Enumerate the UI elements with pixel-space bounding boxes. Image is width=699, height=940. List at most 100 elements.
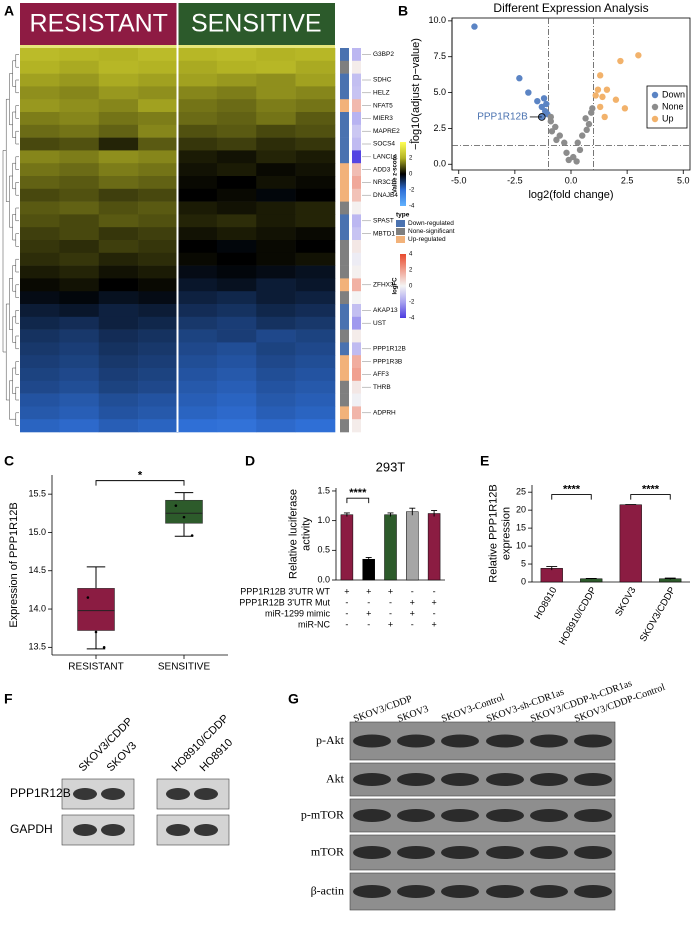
logfc-annotation — [352, 330, 361, 343]
heatmap-cell — [217, 291, 257, 304]
heatmap-cell — [296, 419, 336, 432]
heatmap-cell — [99, 138, 139, 151]
logfc-annotation — [352, 227, 361, 240]
heatmap-cell — [178, 368, 218, 381]
heatmap-cell — [138, 74, 178, 87]
legend-swatch — [396, 228, 405, 235]
heatmap-cell — [296, 99, 336, 112]
blot-row-label: GAPDH — [10, 822, 53, 836]
dendrogram — [6, 99, 9, 201]
heatmap-cell — [59, 112, 99, 125]
point — [635, 52, 641, 58]
data-point — [175, 504, 178, 507]
heatmap-cell — [217, 99, 257, 112]
x-tick-label: HO8910/CDDP — [557, 585, 599, 647]
heatmap-cell — [217, 202, 257, 215]
heatmap-cell — [99, 304, 139, 317]
heatmap-cell — [138, 240, 178, 253]
heatmap-cell — [178, 61, 218, 74]
heatmap-cell — [256, 406, 296, 419]
logfc-annotation — [352, 48, 361, 61]
point — [471, 23, 477, 29]
point — [592, 92, 598, 98]
condition-sign: + — [344, 586, 349, 596]
data-point — [103, 646, 106, 649]
heatmap-cell — [138, 48, 178, 61]
type-annotation — [340, 381, 349, 394]
heatmap-cell — [99, 240, 139, 253]
type-annotation — [340, 138, 349, 151]
heatmap-cell — [296, 74, 336, 87]
panel-label: C — [4, 453, 14, 469]
dendrogram — [13, 368, 16, 394]
heatmap-cell — [20, 278, 60, 291]
heatmap-cell — [138, 214, 178, 227]
heatmap-cell — [138, 227, 178, 240]
heatmap-cell — [256, 86, 296, 99]
blot-band — [353, 885, 391, 898]
heatmap-cell — [217, 138, 257, 151]
bar — [363, 559, 375, 580]
heatmap-cell — [20, 227, 60, 240]
point — [599, 94, 605, 100]
heatmap-cell — [138, 176, 178, 189]
y-tick-label: 5.0 — [433, 87, 446, 97]
heatmap-cell — [20, 240, 60, 253]
type-annotation — [340, 355, 349, 368]
blot-row-label: p-mTOR — [301, 807, 344, 821]
y-tick-label: 15.0 — [28, 527, 46, 537]
blot-band — [397, 846, 435, 859]
gene-label: UST — [373, 320, 386, 327]
heatmap-cell — [138, 406, 178, 419]
blot-band — [486, 809, 524, 822]
color-bar-tick: -2 — [409, 300, 415, 306]
heatmap-cell — [99, 99, 139, 112]
chart-title: Different Expression Analysis — [493, 1, 648, 15]
heatmap-cell — [99, 419, 139, 432]
heatmap-cell — [59, 368, 99, 381]
heatmap-cell — [296, 330, 336, 343]
heatmap-cell — [20, 394, 60, 407]
heatmap-cell — [99, 112, 139, 125]
x-axis-label: log2(fold change) — [528, 189, 613, 201]
dendrogram — [13, 317, 16, 343]
point — [553, 137, 559, 143]
blot-band — [486, 735, 524, 748]
heatmap-cell — [296, 355, 336, 368]
heatmap-cell — [59, 394, 99, 407]
blot-band — [441, 735, 479, 748]
heatmap-cell — [296, 304, 336, 317]
color-bar-tick: -4 — [409, 316, 415, 322]
heatmap-cell — [256, 202, 296, 215]
heatmap-cell — [256, 368, 296, 381]
heatmap-cell — [59, 355, 99, 368]
heatmap-cell — [178, 266, 218, 279]
logfc-annotation — [352, 291, 361, 304]
data-point — [183, 516, 186, 519]
type-annotation — [340, 227, 349, 240]
y-tick-label: 0.0 — [317, 574, 330, 584]
logfc-annotation — [352, 99, 361, 112]
condition-sign: - — [345, 608, 348, 618]
blot-band — [574, 735, 612, 748]
heatmap-cell — [217, 381, 257, 394]
heatmap-cell — [138, 368, 178, 381]
heatmap-cell — [138, 291, 178, 304]
heatmap-cell — [59, 240, 99, 253]
heatmap-cell — [138, 189, 178, 202]
heatmap-cell — [59, 74, 99, 87]
dendrogram — [16, 387, 19, 400]
y-axis-label: activity — [300, 517, 312, 551]
heatmap-cell — [296, 86, 336, 99]
heatmap-cell — [138, 278, 178, 291]
heatmap-cell — [217, 304, 257, 317]
blot-band — [353, 846, 391, 859]
gene-label: SOCS4 — [373, 141, 395, 148]
dendrogram — [9, 74, 12, 125]
legend-label: Down-regulated — [408, 220, 454, 227]
condition-sign: + — [431, 619, 436, 629]
dendrogram — [16, 208, 19, 221]
heatmap-cell — [99, 189, 139, 202]
heatmap-cell — [296, 61, 336, 74]
blot-band — [166, 824, 190, 836]
